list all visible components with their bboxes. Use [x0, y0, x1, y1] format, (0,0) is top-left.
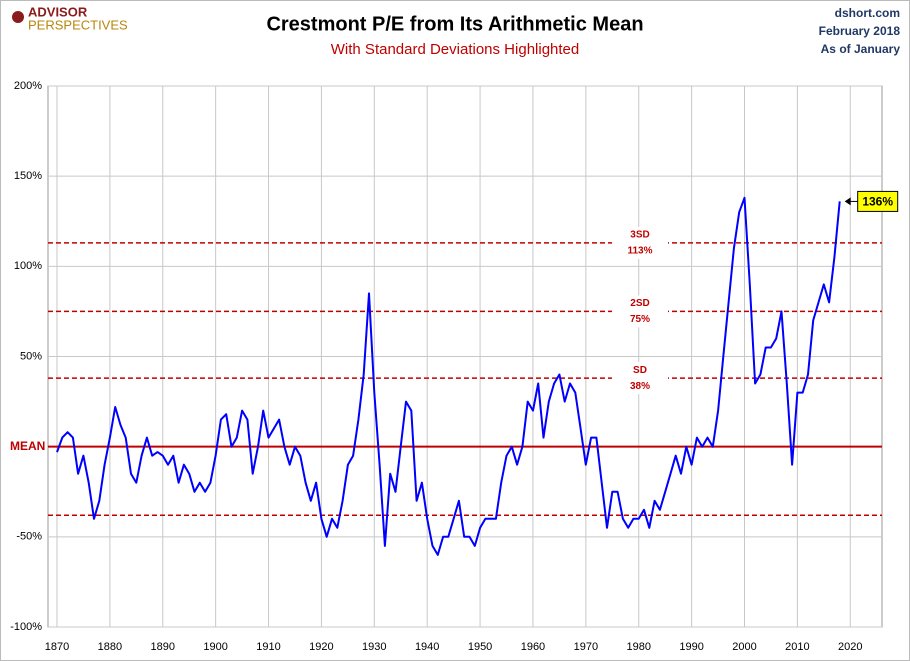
x-tick-label: 1930 [362, 641, 386, 653]
x-tick-label: 1870 [45, 641, 69, 653]
x-tick-label: 1960 [521, 641, 545, 653]
x-tick-label: 1990 [679, 641, 703, 653]
y-tick-label: -100% [10, 621, 42, 633]
mean-label: MEAN [10, 439, 45, 453]
sd-value: 75% [630, 314, 650, 325]
y-tick-label: 50% [20, 350, 42, 362]
logo-top: ADVISOR [28, 4, 88, 19]
chart-title: Crestmont P/E from Its Arithmetic Mean [266, 13, 643, 35]
x-tick-label: 1980 [626, 641, 650, 653]
x-tick-label: 1950 [468, 641, 492, 653]
y-tick-label: 150% [14, 170, 42, 182]
logo-icon [12, 11, 24, 23]
callout-label: 136% [862, 195, 893, 209]
y-tick-label: 100% [14, 260, 42, 272]
sd-value: 113% [627, 246, 652, 257]
x-tick-label: 1880 [98, 641, 122, 653]
x-tick-label: 1900 [203, 641, 227, 653]
x-tick-label: 2010 [785, 641, 809, 653]
logo-bottom: PERSPECTIVES [28, 17, 128, 32]
x-tick-label: 2020 [838, 641, 862, 653]
x-tick-label: 1910 [256, 641, 280, 653]
data-line [56, 196, 841, 556]
x-tick-label: 1970 [574, 641, 598, 653]
sd-name: SD [633, 365, 647, 376]
date: February 2018 [819, 24, 901, 38]
x-tick-label: 1890 [151, 641, 175, 653]
sd-name: 2SD [630, 298, 649, 309]
y-tick-label: -50% [16, 531, 42, 543]
callout-arrowhead [844, 197, 851, 206]
x-tick-label: 2000 [732, 641, 756, 653]
sd-label-bg [612, 362, 668, 395]
y-tick-label: 200% [14, 80, 42, 92]
sd-label-bg [612, 295, 668, 328]
x-tick-label: 1920 [309, 641, 333, 653]
x-tick-label: 1940 [415, 641, 439, 653]
callout-box [857, 190, 899, 212]
sd-label-bg [612, 226, 668, 259]
as-of: As of January [821, 42, 901, 56]
sd-value: 38% [630, 381, 650, 392]
chart-subtitle: With Standard Deviations Highlighted [331, 41, 579, 58]
source: dshort.com [835, 6, 900, 20]
sd-name: 3SD [630, 230, 649, 241]
